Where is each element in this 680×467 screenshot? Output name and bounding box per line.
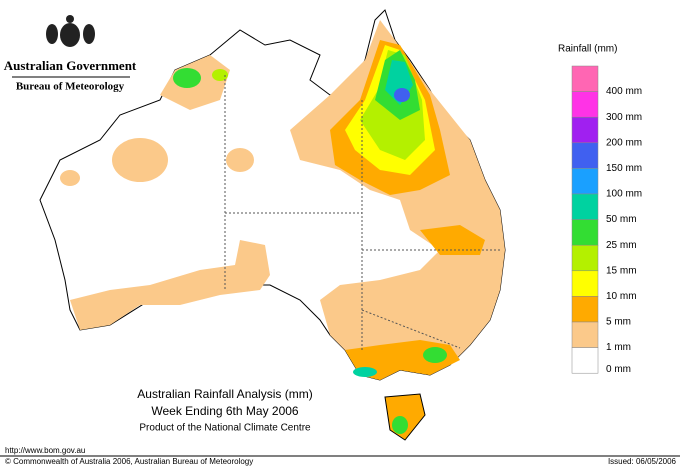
nsw-rain-5mm bbox=[420, 225, 485, 255]
issued: Issued: 06/05/2006 bbox=[608, 457, 677, 466]
legend-swatch bbox=[571, 116, 599, 144]
legend-label: 0 mm bbox=[606, 364, 631, 375]
legend-swatch bbox=[571, 193, 599, 220]
legend-swatch bbox=[571, 65, 599, 92]
map-title: Australian Rainfall Analysis (mm) bbox=[137, 387, 312, 401]
rain-blob bbox=[392, 416, 408, 434]
east-rain-1mm bbox=[290, 20, 505, 380]
legend-swatch bbox=[571, 91, 599, 118]
map bbox=[39, 9, 506, 441]
legend-label: 100 mm bbox=[606, 189, 642, 200]
legend-swatch bbox=[571, 244, 599, 272]
legend-label: 1 mm bbox=[606, 342, 631, 353]
legend-label: 15 mm bbox=[606, 265, 637, 276]
legend-label: 150 mm bbox=[606, 163, 642, 174]
map-credit: Product of the National Climate Centre bbox=[139, 423, 311, 434]
legend-label: 10 mm bbox=[606, 291, 637, 302]
rain-blob bbox=[353, 367, 377, 377]
legend-label: 200 mm bbox=[606, 137, 642, 148]
coat-of-arms bbox=[46, 15, 95, 47]
legend-title: Rainfall (mm) bbox=[558, 44, 617, 55]
legend: 400 mm 300 mm 200 mm 150 mm 100 mm 50 mm 25 mm… bbox=[571, 65, 642, 375]
legend-swatch bbox=[571, 270, 599, 297]
gov-name: Australian Government bbox=[4, 58, 137, 73]
map-subtitle: Week Ending 6th May 2006 bbox=[151, 404, 299, 418]
legend-label: 25 mm bbox=[606, 240, 637, 251]
rain-blob bbox=[112, 138, 168, 182]
legend-swatch bbox=[571, 296, 599, 323]
copyright: © Commonwealth of Australia 2006, Austra… bbox=[5, 457, 253, 466]
legend-label: 5 mm bbox=[606, 317, 631, 328]
rain-blob bbox=[60, 170, 80, 186]
legend-swatch bbox=[571, 219, 599, 246]
legend-swatch bbox=[571, 347, 599, 374]
rain-blob bbox=[394, 88, 410, 102]
rain-blob bbox=[226, 148, 254, 172]
url: http://www.bom.gov.au bbox=[5, 446, 85, 455]
legend-label: 400 mm bbox=[606, 86, 642, 97]
state-borders bbox=[224, 75, 500, 350]
legend-swatch bbox=[571, 168, 599, 195]
rain-blob bbox=[212, 69, 228, 81]
south-rain-1mm bbox=[70, 240, 270, 330]
legend-label: 50 mm bbox=[606, 214, 637, 225]
legend-swatch bbox=[571, 142, 599, 169]
rain-blob bbox=[423, 347, 447, 363]
bureau-name: Bureau of Meteorology bbox=[16, 81, 125, 93]
rain-blob bbox=[173, 68, 201, 88]
legend-swatch bbox=[571, 321, 599, 348]
legend-label: 300 mm bbox=[606, 112, 642, 123]
